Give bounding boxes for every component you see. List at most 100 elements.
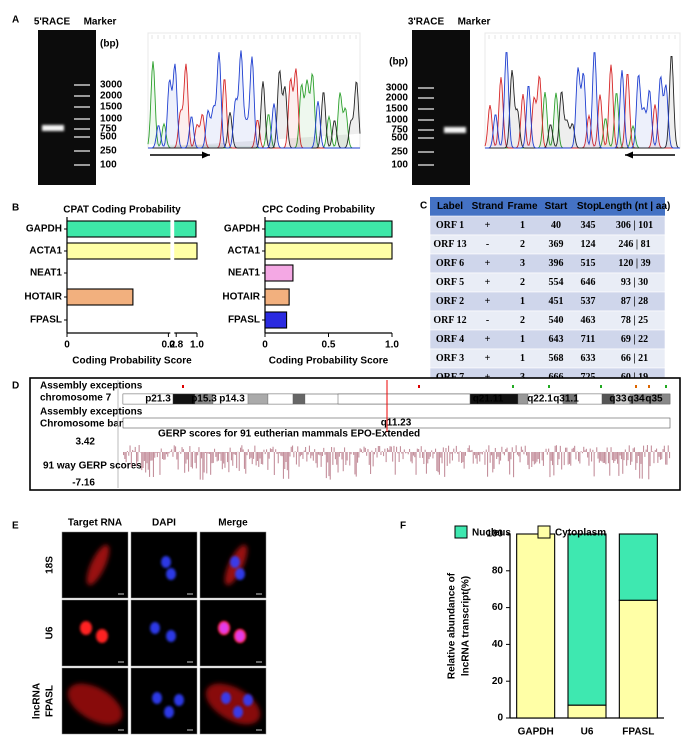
gerp-bar xyxy=(428,452,430,460)
chrom-band xyxy=(267,393,294,405)
signal-blue xyxy=(233,706,243,718)
gerp-bar xyxy=(542,452,544,466)
table-cell: + xyxy=(485,353,491,364)
gerp-bar xyxy=(151,452,153,461)
panel-label: F xyxy=(400,521,406,532)
gerp-bar xyxy=(492,452,494,473)
gerp-bar xyxy=(171,449,173,452)
category-label: ACTA1 xyxy=(227,246,260,257)
gerp-bar xyxy=(370,452,372,474)
ladder-label: 2000 xyxy=(386,93,409,104)
gel-image xyxy=(412,30,470,185)
gerp-bar xyxy=(204,452,206,453)
y-tick-label: 80 xyxy=(492,565,504,576)
gerp-bar xyxy=(123,452,125,456)
gerp-bar xyxy=(180,452,182,454)
bar-segment xyxy=(567,533,607,706)
gerp-bar xyxy=(422,452,424,458)
gerp-bar xyxy=(124,452,126,459)
signal-blue xyxy=(166,630,176,642)
gerp-bar xyxy=(217,452,219,461)
gerp-bar xyxy=(438,452,440,475)
gerp-bar xyxy=(600,452,602,461)
table-cell: 78 | 25 xyxy=(621,315,648,326)
gerp-bar xyxy=(325,452,327,479)
exception-mark xyxy=(648,385,650,388)
y-axis-label: Relative abundance of xyxy=(447,572,458,679)
gerp-bar xyxy=(414,452,416,458)
gerp-bar xyxy=(666,452,668,465)
gerp-bar xyxy=(420,446,422,452)
gerp-bar xyxy=(536,452,538,462)
gerp-bar xyxy=(455,445,457,452)
gerp-bar xyxy=(458,452,460,462)
gerp-bar xyxy=(211,452,213,464)
gerp-bar xyxy=(643,445,645,453)
gerp-bar xyxy=(639,452,641,479)
bar-segment xyxy=(516,533,556,719)
gerp-bar xyxy=(481,452,483,455)
signal-blue xyxy=(230,556,240,568)
gerp-bar xyxy=(545,448,547,452)
gerp-bar xyxy=(357,452,359,463)
gerp-bar xyxy=(282,452,284,479)
signal-red xyxy=(67,683,123,725)
gerp-bar xyxy=(470,450,472,453)
gerp-bar xyxy=(147,452,149,470)
bar xyxy=(264,264,294,282)
gerp-bar xyxy=(440,452,442,458)
table-cell: 87 | 28 xyxy=(621,296,648,307)
bar xyxy=(264,242,393,260)
gerp-bar xyxy=(163,452,165,460)
gerp-bar xyxy=(591,452,593,462)
gerp-bar xyxy=(224,452,226,468)
gerp-bar xyxy=(425,452,427,474)
gerp-bar xyxy=(152,452,154,477)
gerp-bar xyxy=(340,452,342,453)
gerp-bar xyxy=(441,452,443,464)
gerp-bar xyxy=(502,452,504,454)
gerp-bar xyxy=(480,452,482,454)
column-header: Label xyxy=(437,201,463,212)
gerp-bar xyxy=(527,452,529,465)
gerp-bar xyxy=(497,452,499,457)
gerp-bar xyxy=(234,452,236,455)
gerp-bar xyxy=(565,447,567,452)
gerp-bar xyxy=(328,452,330,477)
gerp-bar xyxy=(597,452,599,459)
gerp-bar xyxy=(570,452,572,466)
gerp-bar xyxy=(346,452,348,461)
gerp-bar xyxy=(389,446,391,453)
gerp-bar xyxy=(531,452,533,467)
gerp-bar xyxy=(652,451,654,453)
table-cell: ORF 13 xyxy=(433,239,466,250)
gerp-bar xyxy=(323,447,325,452)
band-label: q33 xyxy=(609,394,627,405)
gerp-bar xyxy=(368,452,370,465)
signal-blue xyxy=(235,630,245,642)
gerp-bar xyxy=(554,445,556,452)
gerp-bar xyxy=(251,452,253,465)
gerp-bar xyxy=(509,452,511,475)
gerp-bar xyxy=(269,448,271,452)
gerp-bar xyxy=(575,452,577,460)
chrom-band xyxy=(247,393,269,405)
gerp-bar xyxy=(524,445,526,453)
table-cell: 1 xyxy=(520,296,525,307)
gerp-bar xyxy=(669,452,671,459)
gerp-bar xyxy=(383,452,385,457)
gerp-bar xyxy=(488,445,490,452)
gerp-bar xyxy=(284,452,286,469)
table-cell: 711 xyxy=(581,334,595,345)
signal-red xyxy=(80,621,92,635)
gerp-bar xyxy=(199,452,201,480)
gerp-bar xyxy=(385,452,387,463)
gerp-bar xyxy=(523,452,525,455)
gerp-bar xyxy=(185,452,187,464)
column-header: Start xyxy=(545,201,568,212)
gerp-bar xyxy=(489,452,491,463)
gerp-bar xyxy=(444,452,446,477)
gerp-bar xyxy=(615,452,617,460)
gerp-bar xyxy=(548,448,550,452)
bar xyxy=(66,242,198,260)
